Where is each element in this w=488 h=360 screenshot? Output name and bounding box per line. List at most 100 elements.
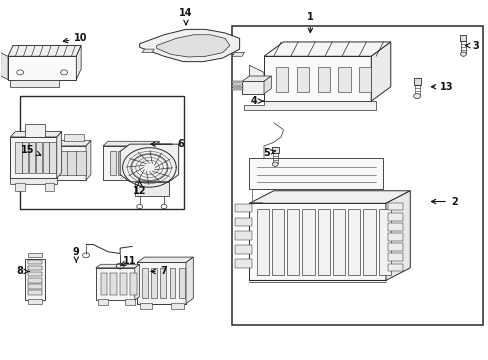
- Bar: [413, 78, 420, 85]
- Polygon shape: [249, 158, 383, 189]
- Polygon shape: [120, 144, 178, 182]
- Bar: [363, 209, 375, 275]
- Text: 5: 5: [263, 148, 275, 158]
- Bar: [126, 151, 132, 175]
- Text: 14: 14: [179, 8, 192, 24]
- Bar: [232, 26, 483, 325]
- Polygon shape: [140, 30, 239, 62]
- Bar: [42, 142, 49, 173]
- Polygon shape: [232, 52, 244, 56]
- Bar: [171, 303, 183, 309]
- Bar: [387, 223, 402, 231]
- Bar: [120, 273, 127, 296]
- Bar: [358, 67, 370, 92]
- Polygon shape: [244, 101, 375, 110]
- Bar: [271, 147, 278, 153]
- Circle shape: [161, 204, 166, 209]
- Circle shape: [413, 94, 420, 99]
- Bar: [49, 151, 59, 175]
- Text: 3: 3: [465, 41, 479, 50]
- Bar: [101, 273, 107, 296]
- Bar: [271, 209, 284, 275]
- Bar: [142, 151, 147, 175]
- Polygon shape: [0, 53, 8, 80]
- Bar: [387, 243, 402, 251]
- Bar: [64, 134, 83, 140]
- Bar: [27, 278, 42, 283]
- Polygon shape: [8, 56, 76, 80]
- Bar: [387, 233, 402, 241]
- Bar: [27, 253, 42, 257]
- Polygon shape: [249, 65, 264, 92]
- Bar: [160, 268, 166, 298]
- Polygon shape: [242, 81, 264, 94]
- Bar: [347, 209, 360, 275]
- Bar: [387, 264, 402, 271]
- Bar: [15, 183, 25, 191]
- Bar: [27, 290, 42, 295]
- Bar: [110, 151, 116, 175]
- Bar: [296, 67, 308, 92]
- Polygon shape: [32, 146, 86, 180]
- Polygon shape: [264, 42, 390, 56]
- Polygon shape: [10, 178, 57, 184]
- Bar: [110, 273, 117, 296]
- Bar: [76, 151, 86, 175]
- Bar: [118, 151, 124, 175]
- Bar: [49, 142, 56, 173]
- Text: 8: 8: [17, 266, 29, 276]
- Bar: [276, 67, 288, 92]
- Text: 10: 10: [63, 33, 88, 43]
- Polygon shape: [96, 264, 140, 268]
- Bar: [134, 151, 140, 175]
- Bar: [232, 85, 243, 87]
- Bar: [302, 209, 314, 275]
- Bar: [151, 268, 157, 298]
- Polygon shape: [86, 140, 91, 180]
- Text: 9: 9: [73, 247, 80, 262]
- Bar: [387, 213, 402, 221]
- Bar: [459, 36, 465, 41]
- Text: 1: 1: [306, 12, 313, 32]
- Bar: [27, 300, 42, 304]
- Text: 4: 4: [250, 96, 263, 106]
- Bar: [40, 151, 49, 175]
- Polygon shape: [385, 191, 409, 280]
- Bar: [234, 217, 251, 226]
- Polygon shape: [103, 141, 159, 146]
- Bar: [338, 67, 350, 92]
- Polygon shape: [76, 45, 81, 80]
- Polygon shape: [242, 76, 271, 81]
- Bar: [27, 284, 42, 289]
- Bar: [317, 209, 329, 275]
- Polygon shape: [135, 182, 168, 196]
- Polygon shape: [264, 56, 370, 101]
- Polygon shape: [249, 203, 385, 280]
- Bar: [98, 300, 108, 305]
- Text: 13: 13: [430, 82, 453, 92]
- Bar: [29, 142, 35, 173]
- Polygon shape: [249, 191, 409, 203]
- Bar: [67, 151, 77, 175]
- Bar: [37, 134, 57, 140]
- Polygon shape: [157, 35, 229, 57]
- Bar: [378, 209, 390, 275]
- Bar: [130, 273, 137, 296]
- Polygon shape: [137, 257, 193, 262]
- Polygon shape: [57, 132, 61, 178]
- Bar: [142, 268, 148, 298]
- Bar: [232, 81, 243, 83]
- Text: 7: 7: [151, 266, 167, 276]
- Bar: [256, 209, 268, 275]
- Bar: [27, 272, 42, 276]
- Bar: [178, 268, 184, 298]
- Polygon shape: [370, 42, 390, 101]
- Bar: [234, 231, 251, 240]
- Bar: [44, 183, 54, 191]
- Bar: [36, 142, 42, 173]
- Text: 6: 6: [151, 139, 184, 149]
- Polygon shape: [32, 140, 91, 146]
- Text: 15: 15: [20, 144, 41, 156]
- Polygon shape: [154, 141, 159, 180]
- Polygon shape: [96, 268, 135, 300]
